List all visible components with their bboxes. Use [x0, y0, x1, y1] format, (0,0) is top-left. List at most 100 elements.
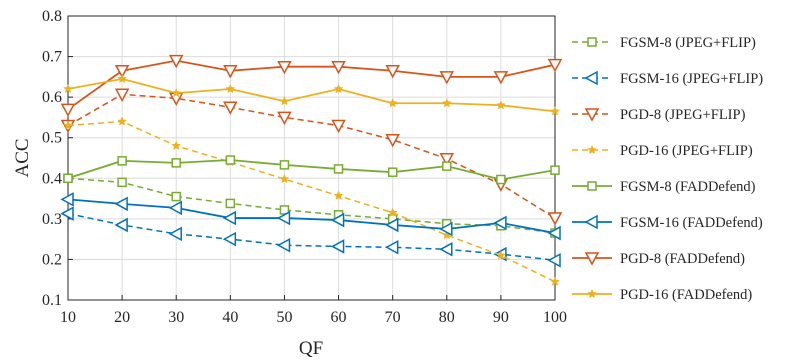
data-point — [276, 210, 291, 226]
x-tick-label: 80 — [439, 309, 455, 326]
series-2 — [60, 206, 561, 268]
legend: FGSM-8 (JPEG+FLIP) FGSM-16 (JPEG+FLIP) PGD… — [572, 35, 763, 303]
data-point — [114, 65, 130, 79]
data-point — [117, 177, 127, 188]
series-line — [67, 198, 556, 234]
data-point — [550, 165, 560, 175]
y-tick-label: 0.5 — [42, 130, 62, 147]
x-tick-label: 10 — [60, 309, 76, 326]
x-tick-label: 30 — [168, 309, 184, 326]
legend-marker — [587, 144, 597, 155]
data-point — [493, 215, 507, 231]
data-point — [550, 276, 560, 286]
data-point — [547, 58, 563, 73]
data-point — [225, 83, 236, 94]
series-line — [67, 77, 556, 113]
series-7 — [60, 54, 563, 117]
legend-marker — [587, 181, 597, 191]
data-point — [60, 103, 76, 117]
data-point — [225, 198, 236, 209]
x-axis: 10 20 30 40 50 60 70 80 90 100 — [60, 295, 567, 326]
series-line — [67, 177, 556, 234]
data-point — [385, 133, 400, 148]
series-line — [67, 120, 556, 283]
series-3 — [60, 88, 563, 226]
y-tick-label: 0.1 — [42, 292, 62, 309]
data-point — [330, 212, 345, 228]
data-point — [547, 252, 561, 268]
legend-item: PGD-8 (FADDefend) — [572, 251, 745, 267]
legend-marker — [584, 70, 598, 86]
data-point — [439, 153, 455, 167]
series-8 — [63, 73, 560, 116]
series-line — [67, 59, 556, 111]
legend-label: FGSM-8 (FADDefend) — [620, 179, 756, 195]
data-point — [225, 155, 236, 165]
data-point — [117, 116, 128, 126]
legend-marker — [587, 288, 597, 299]
legend-item: FGSM-16 (FADDefend) — [572, 214, 763, 231]
data-point — [385, 217, 399, 233]
data-point — [276, 237, 291, 253]
data-point — [439, 221, 453, 237]
legend-item: FGSM-16 (JPEG+FLIP) — [572, 70, 763, 87]
x-tick-label: 100 — [543, 309, 567, 326]
data-point — [171, 87, 182, 98]
data-point — [333, 83, 344, 94]
data-point — [114, 88, 130, 102]
data-point — [171, 158, 181, 168]
legend-item: PGD-8 (JPEG+FLIP) — [572, 107, 746, 123]
data-point — [439, 242, 453, 257]
data-point — [442, 161, 452, 171]
legend-item: FGSM-8 (FADDefend) — [572, 179, 756, 195]
series-group — [60, 54, 563, 286]
legend-item: PGD-16 (JPEG+FLIP) — [572, 143, 753, 159]
data-point — [168, 226, 182, 242]
data-point — [279, 173, 290, 184]
data-point — [330, 239, 345, 254]
y-axis-title: ACC — [12, 138, 33, 177]
data-point — [168, 200, 182, 216]
y-tick-label: 0.8 — [42, 8, 62, 25]
data-point — [60, 206, 74, 221]
data-point — [63, 173, 73, 184]
y-tick-label: 0.7 — [42, 49, 62, 66]
legend-label: PGD-8 (JPEG+FLIP) — [620, 107, 746, 123]
y-tick-label: 0.4 — [42, 170, 62, 187]
series-line — [67, 93, 556, 219]
data-point — [385, 239, 399, 255]
x-tick-label: 90 — [493, 309, 509, 326]
data-point — [385, 65, 400, 79]
legend-label: PGD-16 (FADDefend) — [620, 287, 752, 303]
legend-item: FGSM-8 (JPEG+FLIP) — [572, 35, 756, 51]
legend-label: PGD-8 (FADDefend) — [620, 251, 745, 267]
x-tick-label: 70 — [385, 309, 401, 326]
data-point — [117, 156, 127, 166]
data-point — [441, 98, 452, 108]
data-point — [223, 65, 238, 79]
data-point — [60, 192, 74, 207]
data-point — [277, 111, 292, 125]
data-point — [496, 174, 506, 185]
legend-label: FGSM-16 (JPEG+FLIP) — [620, 71, 763, 87]
series-5 — [63, 155, 560, 185]
x-axis-title: QF — [299, 338, 323, 359]
data-point — [547, 225, 561, 241]
data-point — [279, 96, 290, 106]
legend-marker — [587, 37, 597, 47]
data-point — [171, 191, 181, 202]
legend-item: PGD-16 (FADDefend) — [572, 287, 752, 303]
data-point — [222, 231, 237, 247]
data-point — [387, 98, 398, 108]
data-point — [114, 217, 128, 233]
y-tick-label: 0.3 — [42, 211, 62, 228]
data-point — [331, 119, 346, 134]
series-4 — [63, 116, 560, 286]
data-point — [279, 160, 290, 170]
series-6 — [60, 192, 561, 241]
data-point — [277, 60, 292, 75]
data-point — [333, 190, 344, 200]
data-point — [171, 140, 182, 150]
legend-label: FGSM-8 (JPEG+FLIP) — [620, 35, 756, 51]
data-point — [495, 100, 506, 110]
